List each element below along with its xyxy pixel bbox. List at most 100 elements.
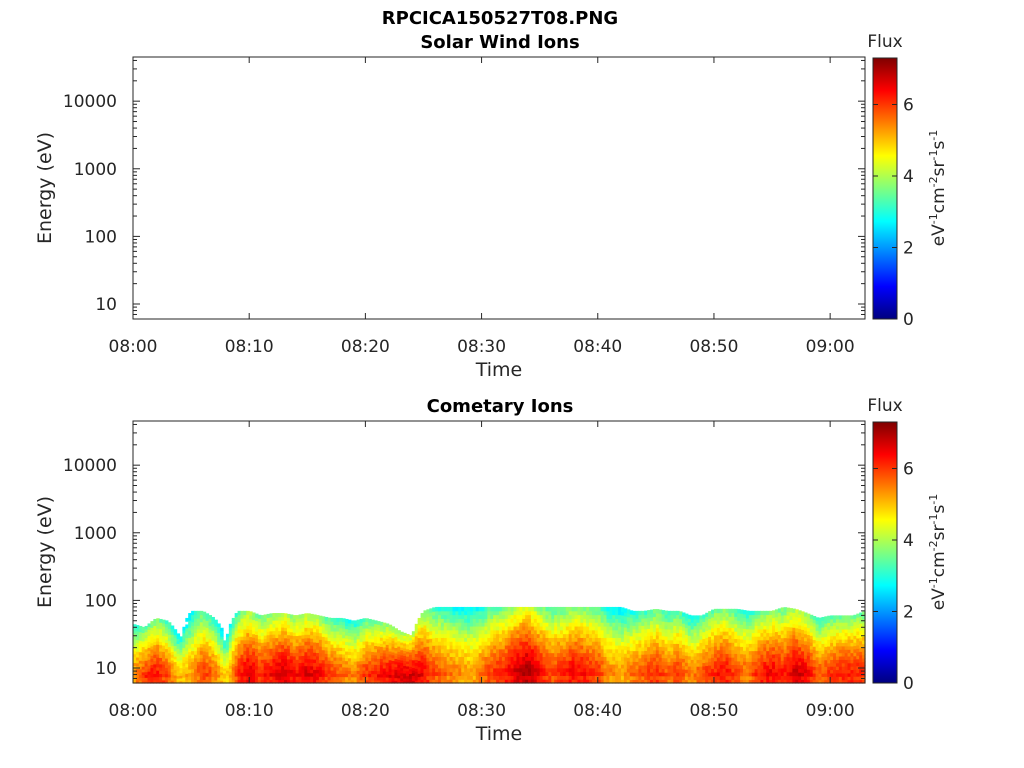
heatmap-cell	[327, 679, 332, 684]
heatmap-cell	[664, 661, 669, 666]
heatmap-cell	[292, 615, 297, 620]
heatmap-cell	[615, 679, 619, 684]
heatmap-cell	[342, 673, 346, 678]
heatmap-cell	[545, 656, 549, 661]
heatmap-cell	[147, 671, 152, 675]
heatmap-cell	[228, 656, 233, 660]
heatmap-cell	[164, 661, 169, 665]
heatmap-cell	[658, 631, 663, 636]
heatmap-cell	[754, 639, 759, 644]
heatmap-cell	[507, 610, 512, 616]
heatmap-cell	[740, 664, 744, 669]
heatmap-cell	[626, 657, 631, 662]
heatmap-cell	[618, 610, 622, 616]
heatmap-cell	[353, 676, 358, 681]
heatmap-cell	[725, 642, 730, 647]
heatmap-cell	[760, 618, 764, 623]
heatmap-cell	[362, 631, 366, 636]
heatmap-cell	[522, 679, 526, 684]
heatmap-cell	[307, 623, 311, 628]
heatmap-cell	[432, 630, 436, 635]
heatmap-cell	[766, 614, 770, 619]
heatmap-cell	[658, 664, 663, 669]
heatmap-cell	[786, 630, 791, 635]
heatmap-cell	[426, 653, 430, 658]
heatmap-cell	[702, 662, 706, 667]
heatmap-cell	[772, 621, 776, 626]
heatmap-cell	[745, 610, 750, 615]
heatmap-cell	[211, 620, 215, 625]
heatmap-cell	[469, 648, 474, 654]
heatmap-cell	[600, 663, 605, 669]
heatmap-cell	[211, 616, 215, 621]
heatmap-cell	[740, 649, 744, 655]
heatmap-cell	[350, 667, 355, 672]
heatmap-cell	[345, 663, 349, 668]
heatmap-cell	[731, 642, 735, 647]
heatmap-cell	[263, 648, 268, 653]
heatmap-cell	[830, 639, 834, 644]
heatmap-cell	[243, 661, 247, 666]
heatmap-cell	[777, 630, 782, 636]
heatmap-cell	[806, 669, 811, 674]
heatmap-cell	[284, 641, 288, 646]
heatmap-cell	[821, 656, 825, 661]
heatmap-cell	[313, 614, 317, 619]
heatmap-cell	[589, 629, 593, 635]
heatmap-cell	[472, 618, 477, 623]
heatmap-cell	[385, 674, 390, 678]
heatmap-cell	[734, 653, 738, 658]
heatmap-cell	[461, 622, 465, 627]
heatmap-cell	[388, 645, 393, 649]
heatmap-cell	[414, 650, 419, 655]
heatmap-cell	[658, 679, 663, 684]
heatmap-cell	[499, 610, 503, 616]
heatmap-cell	[208, 642, 213, 647]
heatmap-cell	[740, 631, 744, 636]
heatmap-cell	[705, 679, 709, 684]
heatmap-cell	[316, 659, 320, 664]
heatmap-cell	[644, 657, 648, 662]
heatmap-cell	[225, 638, 230, 643]
heatmap-cell	[699, 672, 703, 677]
heatmap-cell	[194, 625, 198, 630]
heatmap-cell	[612, 606, 616, 612]
heatmap-cell	[702, 628, 706, 633]
heatmap-cell	[772, 643, 776, 648]
heatmap-cell	[661, 628, 666, 633]
heatmap-cell	[257, 621, 262, 626]
heatmap-cell	[191, 657, 195, 662]
heatmap-cell	[499, 660, 503, 665]
heatmap-cell	[164, 679, 169, 684]
heatmap-cell	[594, 644, 599, 650]
heatmap-cell	[260, 642, 265, 647]
heatmap-cell	[225, 636, 230, 640]
heatmap-cell	[307, 662, 311, 667]
heatmap-cell	[600, 629, 605, 635]
heatmap-cell	[716, 616, 721, 621]
heatmap-cell	[310, 638, 314, 643]
heatmap-cell	[676, 628, 680, 634]
heatmap-cell	[411, 667, 416, 671]
heatmap-cell	[655, 631, 660, 636]
heatmap-cell	[234, 648, 239, 653]
heatmap-cell	[501, 641, 506, 646]
heatmap-cell	[815, 673, 820, 678]
heatmap-cell	[684, 648, 689, 653]
heatmap-cell	[806, 672, 811, 677]
heatmap-cell	[292, 645, 297, 650]
heatmap-cell	[632, 654, 637, 659]
heatmap-cell	[597, 614, 602, 619]
heatmap-cell	[789, 608, 793, 613]
heatmap-cell	[623, 627, 628, 632]
heatmap-cell	[716, 675, 721, 680]
heatmap-cell	[821, 620, 825, 625]
heatmap-cell	[763, 625, 767, 630]
heatmap-cell	[560, 618, 564, 623]
heatmap-cell	[295, 645, 300, 650]
heatmap-cell	[147, 680, 152, 684]
heatmap-cell	[185, 643, 189, 648]
heatmap-cell	[339, 676, 343, 681]
heatmap-cell	[443, 625, 448, 631]
heatmap-cell	[638, 625, 642, 630]
